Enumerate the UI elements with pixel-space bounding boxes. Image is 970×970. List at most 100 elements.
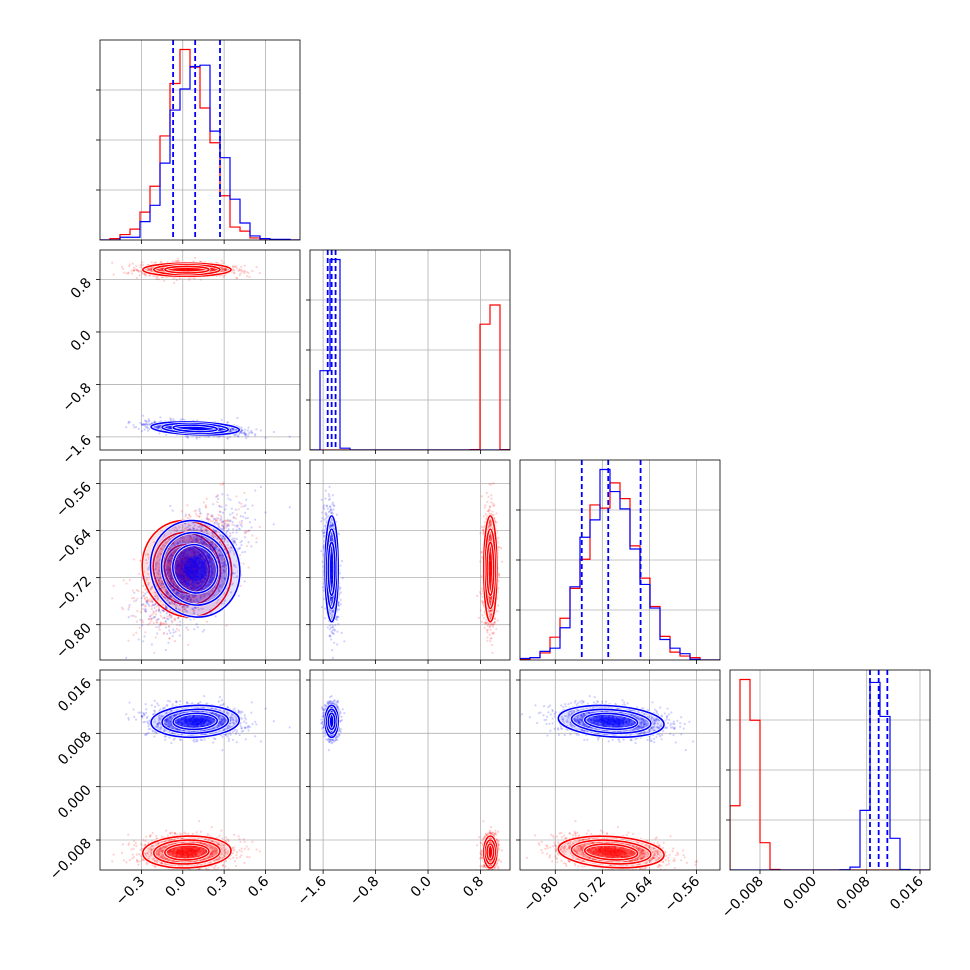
sample-point	[204, 529, 208, 532]
sample-point	[244, 432, 247, 435]
sample-point	[141, 423, 144, 426]
sample-point	[243, 269, 246, 273]
sample-point	[138, 572, 141, 576]
histogram-series-1	[310, 258, 510, 450]
sample-point	[233, 271, 236, 275]
sample-point	[245, 544, 248, 548]
sample-point	[172, 268, 175, 271]
sample-point	[184, 267, 187, 270]
sample-point	[192, 427, 196, 430]
sample-point	[187, 267, 190, 271]
sample-point	[243, 431, 246, 434]
sample-point	[247, 566, 250, 569]
panel-frame	[99, 249, 301, 451]
sample-point	[186, 427, 189, 430]
sample-point	[188, 427, 191, 430]
sample-point	[177, 573, 181, 576]
sample-point	[169, 575, 172, 578]
sample-point	[201, 427, 204, 430]
sample-point	[189, 427, 192, 430]
sample-point	[178, 267, 181, 271]
sample-point	[204, 426, 207, 430]
sample-point	[180, 268, 184, 271]
sample-point	[199, 268, 202, 271]
sample-point	[182, 269, 185, 272]
sample-point	[218, 428, 221, 431]
sample-point	[143, 428, 146, 431]
sample-point	[142, 414, 145, 417]
sample-point	[189, 569, 192, 572]
sample-point	[205, 620, 209, 623]
sample-point	[224, 269, 227, 272]
sample-point	[239, 430, 243, 434]
sample-point	[234, 265, 238, 268]
sample-point	[216, 500, 219, 504]
sample-point	[147, 623, 150, 626]
sample-point	[160, 267, 163, 271]
sample-point	[224, 268, 228, 271]
sample-point	[153, 420, 156, 423]
sample-point	[149, 268, 152, 272]
sample-point	[185, 267, 188, 271]
sample-point	[176, 573, 179, 576]
sample-point	[181, 564, 184, 567]
sample-point	[149, 268, 153, 271]
sample-point	[130, 269, 133, 272]
sample-point	[220, 418, 223, 422]
sample-point	[173, 640, 177, 643]
sample-point	[240, 429, 243, 432]
sample-point	[172, 277, 175, 280]
sample-point	[198, 428, 201, 431]
sample-point	[222, 275, 225, 278]
sample-point	[233, 271, 236, 274]
sample-point	[188, 426, 191, 429]
sample-point	[189, 427, 192, 430]
sample-point	[197, 268, 200, 271]
sample-point	[212, 535, 215, 538]
sample-point	[246, 429, 249, 432]
sample-point	[193, 269, 197, 272]
contour-line-1	[161, 422, 230, 435]
sample-point	[224, 519, 227, 522]
sample-point	[200, 427, 204, 430]
sample-point	[190, 269, 193, 272]
sample-point	[184, 268, 187, 271]
sample-point	[203, 427, 206, 430]
sample-point	[194, 268, 197, 272]
sample-point	[191, 550, 195, 553]
sample-point	[155, 426, 158, 429]
sample-point	[194, 556, 197, 559]
sample-point	[188, 267, 191, 271]
sample-point	[191, 552, 195, 555]
sample-point	[192, 268, 196, 271]
sample-point	[201, 427, 204, 430]
sample-point	[198, 436, 201, 439]
sample-point	[160, 269, 164, 272]
sample-point	[167, 625, 170, 628]
sample-point	[212, 269, 216, 272]
sample-point	[168, 559, 172, 563]
sample-point	[183, 578, 187, 581]
sample-point	[223, 524, 227, 527]
sample-point	[245, 530, 249, 533]
sample-point	[239, 584, 242, 588]
sample-point	[246, 434, 250, 437]
sample-point	[169, 557, 172, 560]
sample-point	[146, 429, 150, 432]
contour-line-0	[141, 262, 232, 278]
sample-point	[190, 569, 193, 572]
sample-point	[191, 427, 195, 431]
sample-point	[197, 581, 200, 584]
sample-point	[132, 266, 136, 269]
sample-point	[178, 564, 181, 568]
sample-point	[162, 632, 165, 635]
sample-point	[150, 643, 153, 646]
sample-point	[161, 609, 165, 612]
sample-point	[145, 426, 149, 429]
sample-point	[235, 524, 238, 527]
sample-point	[140, 430, 144, 433]
sample-point	[133, 591, 136, 594]
sample-point	[184, 579, 187, 582]
sample-point	[210, 268, 214, 272]
sample-point	[136, 269, 139, 272]
